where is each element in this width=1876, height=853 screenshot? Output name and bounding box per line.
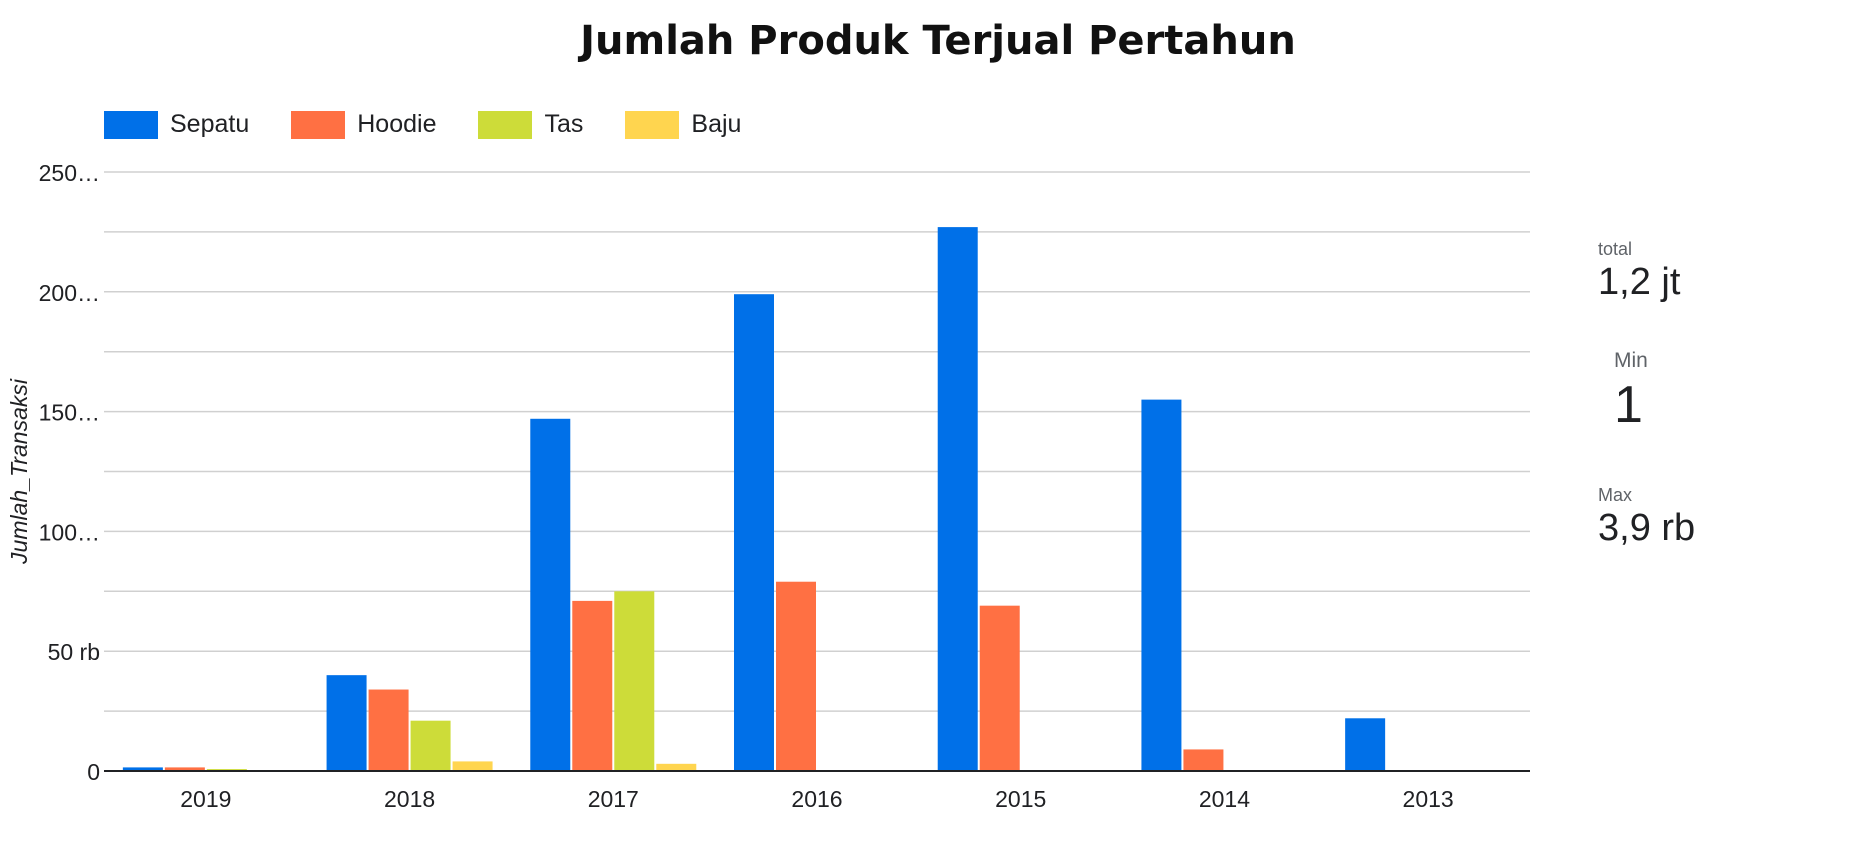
y-tick-label: 0 <box>87 759 100 785</box>
scorecard-min-value: 1 <box>1614 376 1643 434</box>
chart-title: Jumlah Produk Terjual Pertahun <box>580 18 1296 64</box>
scorecard-max-value: 3,9 rb <box>1598 507 1696 549</box>
legend-item-baju[interactable]: Baju <box>625 110 741 139</box>
scorecard-max: Max 3,9 rb <box>1598 486 1695 550</box>
legend-item-sepatu[interactable]: Sepatu <box>104 110 249 139</box>
bar-hoodie-2016 <box>776 581 816 771</box>
bar-baju-2018 <box>452 761 493 771</box>
x-tick-label: 2013 <box>1403 786 1454 812</box>
y-tick-label: 100… <box>39 519 100 545</box>
bar-sepatu-2013 <box>1345 718 1386 771</box>
bar-tas-2017 <box>614 591 655 771</box>
legend-label-sepatu: Sepatu <box>170 110 250 138</box>
legend-label-tas: Tas <box>544 110 584 138</box>
x-tick-label: 2018 <box>384 786 435 812</box>
legend-item-tas[interactable]: Tas <box>478 110 583 139</box>
x-tick-label: 2016 <box>791 786 842 812</box>
bar-hoodie-2014 <box>1183 749 1224 771</box>
legend-swatch-hoodie <box>291 110 346 139</box>
x-tick-label: 2017 <box>588 786 639 812</box>
scorecard-min: Min 1 <box>1614 350 1648 434</box>
y-tick-label: 200… <box>39 280 100 306</box>
bar-sepatu-2018 <box>326 675 367 771</box>
x-tick-label: 2014 <box>1199 786 1250 812</box>
legend-item-hoodie[interactable]: Hoodie <box>291 110 436 139</box>
y-tick-label: 150… <box>39 400 100 426</box>
bar-sepatu-2017 <box>530 418 571 771</box>
y-axis-title: Jumlah_Transaksi <box>6 378 32 565</box>
legend-label-hoodie: Hoodie <box>357 110 437 138</box>
bar-hoodie-2015 <box>979 605 1020 771</box>
scorecard-total: total 1,2 jt <box>1598 240 1680 304</box>
scorecard-min-label: Min <box>1614 349 1648 372</box>
bar-baju-2017 <box>656 763 697 771</box>
bar-sepatu-2014 <box>1141 399 1182 771</box>
legend-label-baju: Baju <box>691 110 742 138</box>
legend-swatch-sepatu <box>104 110 158 139</box>
x-tick-label: 2019 <box>180 786 231 812</box>
x-tick-label: 2015 <box>995 786 1046 812</box>
bar-hoodie-2018 <box>368 689 409 771</box>
scorecard-total-label: total <box>1598 239 1633 259</box>
scorecard-total-value: 1,2 jt <box>1598 261 1681 303</box>
bar-sepatu-2015 <box>937 227 978 771</box>
bar-hoodie-2019 <box>164 767 205 771</box>
bar-tas-2018 <box>410 720 451 771</box>
y-tick-label: 50 rb <box>48 639 100 665</box>
scorecard-max-label: Max <box>1598 485 1633 505</box>
bar-hoodie-2017 <box>572 600 613 771</box>
y-tick-label: 250… <box>39 160 100 186</box>
bar-sepatu-2016 <box>734 294 774 771</box>
bar-sepatu-2019 <box>122 767 163 771</box>
chart-legend: Sepatu Hoodie Tas Baju <box>104 110 783 139</box>
legend-swatch-tas <box>478 110 533 139</box>
legend-swatch-baju <box>625 110 680 139</box>
